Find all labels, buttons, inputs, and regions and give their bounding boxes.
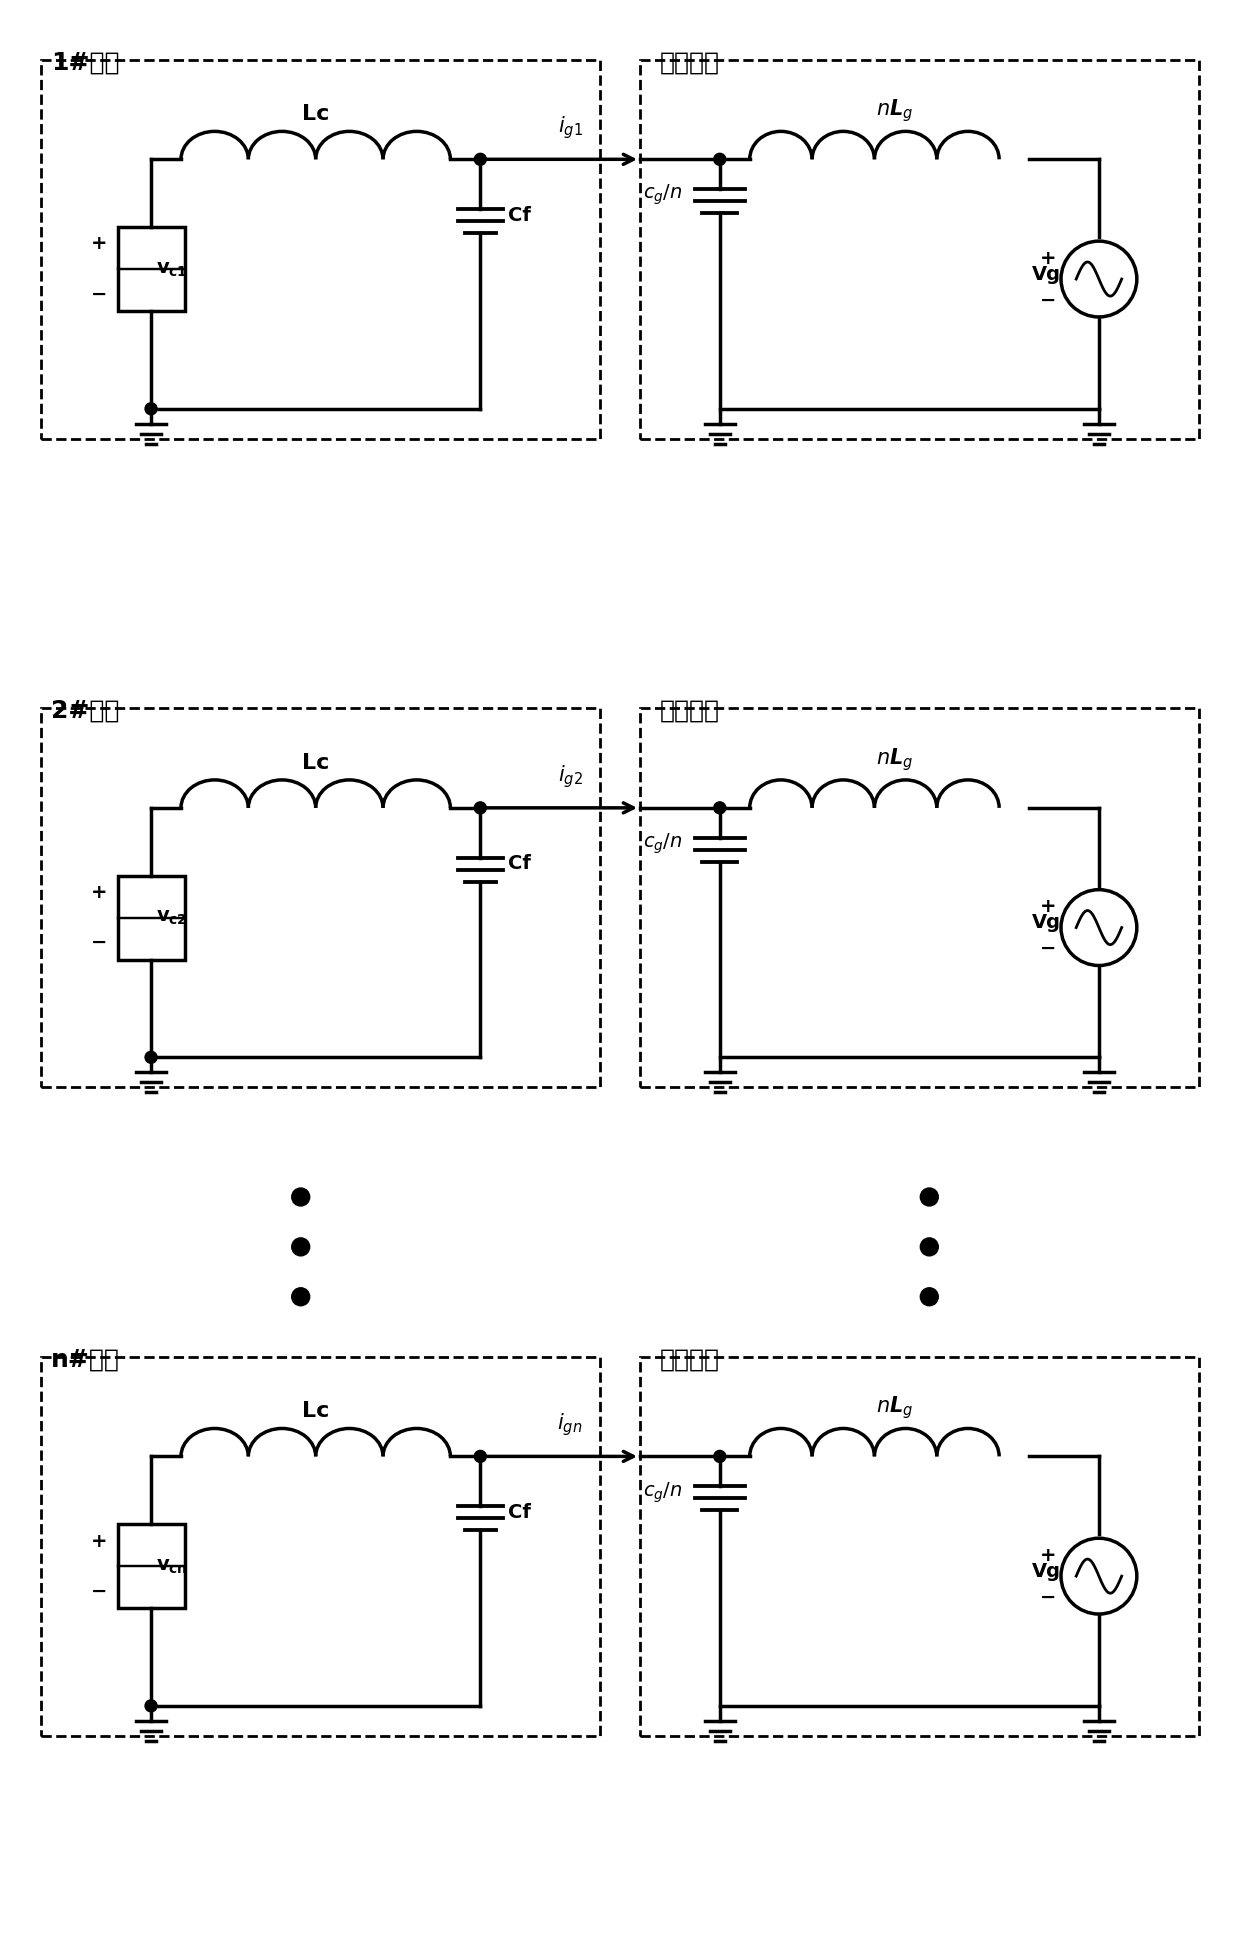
Text: $\mathit{i_{g2}}$: $\mathit{i_{g2}}$	[558, 762, 583, 789]
Text: 1#模块: 1#模块	[51, 50, 120, 75]
Text: −: −	[1039, 1587, 1056, 1606]
Text: Vg: Vg	[1032, 1562, 1061, 1581]
Circle shape	[714, 153, 725, 164]
FancyBboxPatch shape	[118, 1525, 185, 1608]
Circle shape	[920, 1188, 939, 1206]
Circle shape	[291, 1289, 310, 1306]
Text: Vg: Vg	[1032, 265, 1061, 284]
Text: +: +	[1039, 898, 1056, 917]
Bar	[640, 60, 1199, 439]
Text: +: +	[91, 234, 108, 253]
Circle shape	[920, 1238, 939, 1256]
Text: Lc: Lc	[303, 1401, 330, 1422]
Bar	[41, 708, 600, 1087]
FancyBboxPatch shape	[118, 226, 185, 312]
Text: 2#模块: 2#模块	[51, 699, 119, 724]
Text: Lc: Lc	[303, 104, 330, 124]
Text: $n\boldsymbol{L}_g$: $n\boldsymbol{L}_g$	[875, 747, 913, 772]
Text: +: +	[91, 1531, 108, 1550]
Circle shape	[291, 1188, 310, 1206]
Text: $\mathbf{v_{cn}}$: $\mathbf{v_{cn}}$	[156, 1556, 187, 1575]
Circle shape	[475, 153, 486, 164]
Bar	[41, 1356, 600, 1736]
Bar	[640, 1356, 1199, 1736]
Text: $n\boldsymbol{L}_g$: $n\boldsymbol{L}_g$	[875, 1395, 913, 1422]
Text: −: −	[92, 284, 108, 304]
Text: $\mathit{i_{g1}}$: $\mathit{i_{g1}}$	[558, 114, 583, 141]
Text: $n\boldsymbol{L}_g$: $n\boldsymbol{L}_g$	[875, 97, 913, 124]
Text: 网侧阻抗: 网侧阻抗	[660, 50, 720, 75]
Text: −: −	[1039, 290, 1056, 310]
Text: $c_g/n$: $c_g/n$	[644, 184, 683, 207]
Circle shape	[145, 1699, 157, 1712]
Text: +: +	[1039, 250, 1056, 267]
Text: +: +	[91, 882, 108, 902]
Circle shape	[145, 1051, 157, 1064]
Text: $c_g/n$: $c_g/n$	[644, 1480, 683, 1505]
Text: Lc: Lc	[303, 753, 330, 772]
Circle shape	[920, 1289, 939, 1306]
Text: Cf: Cf	[508, 205, 531, 224]
Text: $\mathbf{v_{c2}}$: $\mathbf{v_{c2}}$	[156, 908, 187, 927]
FancyBboxPatch shape	[118, 877, 185, 960]
Bar	[640, 708, 1199, 1087]
Text: −: −	[92, 1581, 108, 1600]
Circle shape	[475, 1451, 486, 1463]
Text: n#模块: n#模块	[51, 1347, 120, 1372]
Text: +: +	[1039, 1546, 1056, 1565]
Text: 网侧阻抗: 网侧阻抗	[660, 1347, 720, 1372]
Text: Vg: Vg	[1032, 913, 1061, 933]
Text: −: −	[92, 933, 108, 952]
Circle shape	[475, 801, 486, 815]
Circle shape	[714, 1451, 725, 1463]
Text: $c_g/n$: $c_g/n$	[644, 832, 683, 855]
Text: Cf: Cf	[508, 1503, 531, 1521]
Circle shape	[291, 1238, 310, 1256]
Text: $\mathbf{v_{c1}}$: $\mathbf{v_{c1}}$	[156, 259, 187, 279]
Text: −: −	[1039, 938, 1056, 958]
Circle shape	[145, 402, 157, 414]
Text: 网侧阻抗: 网侧阻抗	[660, 699, 720, 724]
Circle shape	[714, 801, 725, 815]
Text: Cf: Cf	[508, 853, 531, 873]
Bar	[41, 60, 600, 439]
Text: $\mathit{i_{gn}}$: $\mathit{i_{gn}}$	[558, 1413, 583, 1438]
